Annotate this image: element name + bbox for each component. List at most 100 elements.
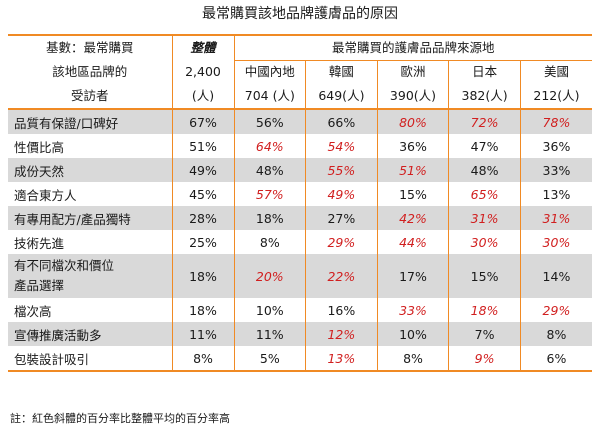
row-label-line: 產品選擇 (14, 278, 65, 293)
region-value-cell: 48% (448, 158, 521, 182)
region-value-cell: 51% (376, 158, 449, 182)
table-row: 性價比高 51% 64% 54% 36% 47% 36% (8, 134, 593, 158)
region-value-cell: 7% (448, 322, 521, 346)
table-row: 包裝設計吸引 8% 5% 13% 8% 9% 6% (8, 346, 593, 372)
row-label-line: 成份天然 (14, 163, 65, 179)
row-label-line: 品質有保證/口碑好 (14, 115, 119, 131)
region-value-cell: 47% (448, 134, 521, 158)
row-label: 技術先進 (8, 230, 172, 254)
region-value-cell: 42% (376, 206, 449, 230)
row-label-line: 性價比高 (14, 139, 65, 155)
region-value-cell: 31% (519, 206, 593, 230)
row-label-line: 有不同檔次和價位 (14, 258, 115, 273)
overall-value-cell: 11% (171, 322, 234, 346)
region-value-cell: 10% (376, 322, 449, 346)
overall-value-cell: 49% (171, 158, 234, 182)
survey-table: 基數：最常購買 整體 最常購買的護膚品品牌來源地 該地區品牌的 2,400 中國… (8, 34, 593, 372)
region-value-cell: 30% (448, 230, 521, 254)
row-label: 適合東方人 (8, 182, 172, 206)
base-label-line3: 受訪者 (8, 84, 172, 110)
row-label: 有專用配方/產品獨特 (8, 206, 172, 230)
row-label: 性價比高 (8, 134, 172, 158)
table-row: 品質有保證/口碑好 67% 56% 66% 80% 72% 78% (8, 109, 593, 134)
region-value-cell: 20% (233, 254, 306, 298)
table-row: 宣傳推廣活動多 11% 11% 12% 10% 7% 8% (8, 322, 593, 346)
region-value-cell: 22% (305, 254, 378, 298)
overall-value-cell: 8% (171, 346, 234, 372)
overall-value-cell: 18% (171, 254, 234, 298)
overall-value-cell: 25% (171, 230, 234, 254)
region-value-cell: 65% (448, 182, 521, 206)
region-value-cell: 18% (233, 206, 306, 230)
region-value-cell: 15% (448, 254, 521, 298)
region-count: 649(人) (305, 84, 378, 110)
region-value-cell: 55% (305, 158, 378, 182)
region-value-cell: 31% (448, 206, 521, 230)
region-value-cell: 8% (233, 230, 306, 254)
region-value-cell: 72% (448, 109, 521, 134)
overall-value-cell: 28% (171, 206, 234, 230)
row-label: 成份天然 (8, 158, 172, 182)
row-label-line: 有專用配方/產品獨特 (14, 211, 131, 227)
region-count: 382(人) (448, 84, 521, 110)
region-value-cell: 18% (448, 298, 521, 322)
region-value-cell: 36% (519, 134, 593, 158)
table-row: 檔次高 18% 10% 16% 33% 18% 29% (8, 298, 593, 322)
region-value-cell: 11% (233, 322, 306, 346)
region-value-cell: 13% (519, 182, 593, 206)
region-value-cell: 9% (448, 346, 521, 372)
source-title: 最常購買的護膚品品牌來源地 (233, 34, 593, 61)
row-label-line: 技術先進 (14, 235, 65, 251)
row-label-line: 適合東方人 (14, 187, 77, 203)
row-label-line: 包裝設計吸引 (14, 351, 90, 367)
table-row: 技術先進 25% 8% 29% 44% 30% 30% (8, 230, 593, 254)
row-label: 有不同檔次和價位 產品選擇 (8, 254, 172, 298)
overall-header: 整體 (171, 34, 234, 60)
region-value-cell: 5% (233, 346, 306, 372)
region-value-cell: 17% (376, 254, 449, 298)
region-name: 日本 (448, 60, 521, 84)
region-value-cell: 64% (233, 134, 306, 158)
region-value-cell: 13% (305, 346, 378, 372)
region-value-cell: 29% (305, 230, 378, 254)
region-name: 歐洲 (376, 60, 449, 84)
region-value-cell: 8% (519, 322, 593, 346)
region-value-cell: 8% (376, 346, 449, 372)
region-count: 390(人) (376, 84, 449, 110)
region-value-cell: 56% (233, 109, 306, 134)
region-value-cell: 66% (305, 109, 378, 134)
region-name: 韓國 (305, 60, 378, 84)
region-value-cell: 10% (233, 298, 306, 322)
overall-value-cell: 51% (171, 134, 234, 158)
table-title: 最常購買該地品牌護膚品的原因 (202, 6, 398, 22)
base-label-line2: 該地區品牌的 (8, 60, 172, 84)
row-label: 品質有保證/口碑好 (8, 109, 172, 134)
table-row: 適合東方人 45% 57% 49% 15% 65% 13% (8, 182, 593, 206)
footnote: 註：紅色斜體的百分率比整體平均的百分率高 (10, 412, 230, 425)
row-label-line: 宣傳推廣活動多 (14, 327, 102, 343)
table-row: 有專用配方/產品獨特 28% 18% 27% 42% 31% 31% (8, 206, 593, 230)
region-value-cell: 12% (305, 322, 378, 346)
region-value-cell: 44% (376, 230, 449, 254)
region-value-cell: 78% (519, 109, 593, 134)
region-value-cell: 80% (376, 109, 449, 134)
row-label: 檔次高 (8, 298, 172, 322)
region-value-cell: 27% (305, 206, 378, 230)
region-value-cell: 29% (519, 298, 593, 322)
region-value-cell: 54% (305, 134, 378, 158)
overall-count: 2,400 (171, 60, 234, 84)
overall-unit: (人) (171, 84, 234, 110)
region-value-cell: 33% (376, 298, 449, 322)
overall-value-cell: 18% (171, 298, 234, 322)
region-value-cell: 49% (305, 182, 378, 206)
overall-value-cell: 45% (171, 182, 234, 206)
region-value-cell: 48% (233, 158, 306, 182)
row-label: 包裝設計吸引 (8, 346, 172, 372)
region-value-cell: 14% (519, 254, 593, 298)
region-value-cell: 16% (305, 298, 378, 322)
region-value-cell: 15% (376, 182, 449, 206)
overall-value-cell: 67% (171, 109, 234, 134)
table-row: 成份天然 49% 48% 55% 51% 48% 33% (8, 158, 593, 182)
region-name: 美國 (519, 60, 593, 84)
row-label-line: 檔次高 (14, 303, 52, 319)
